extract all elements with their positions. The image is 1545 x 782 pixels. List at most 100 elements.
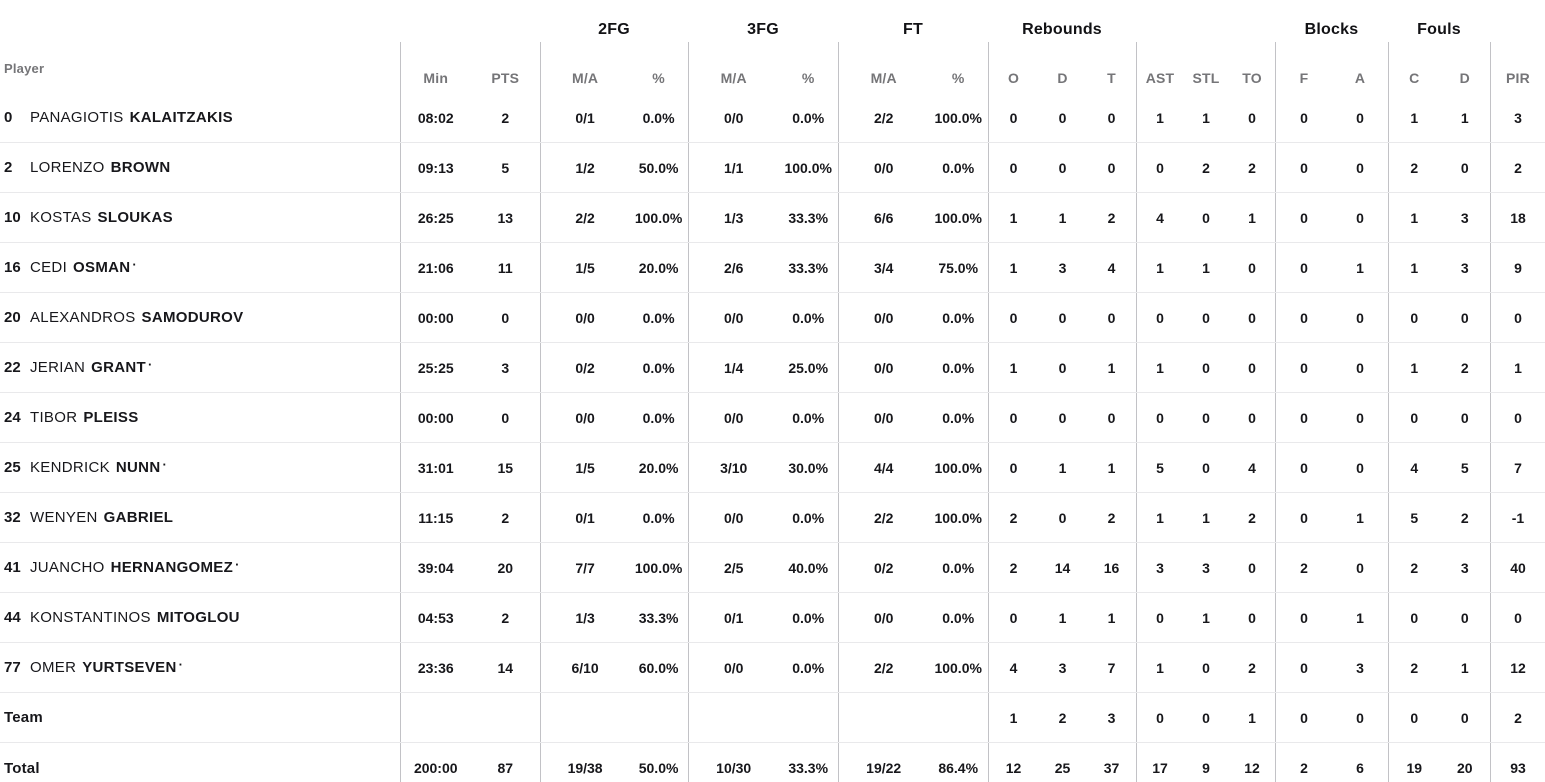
stat-ft-pct: 0.0% xyxy=(942,359,975,376)
player-first-name: KENDRICK xyxy=(30,459,110,476)
stat-ft-pct: 0.0% xyxy=(942,609,975,626)
stat-foul-c: 4 xyxy=(1410,459,1419,476)
stat-pir: 40 xyxy=(1510,559,1526,576)
player-first-name: PANAGIOTIS xyxy=(30,109,124,126)
player-cell: 22 JERIAN GRANT · xyxy=(0,343,400,392)
stat-2fg-ma: 0/0 xyxy=(575,309,595,326)
stat-ft-pct: 0.0% xyxy=(942,309,975,326)
stat-group-min-pts: 200:00 87 xyxy=(400,743,540,782)
stat-to: 0 xyxy=(1248,559,1256,576)
stat-stl: 0 xyxy=(1202,209,1210,226)
stat-reb-d: 0 xyxy=(1058,109,1067,126)
stat-ft-ma: 19/22 xyxy=(866,760,902,776)
stat-ast: 1 xyxy=(1156,359,1164,376)
stat-reb-d: 0 xyxy=(1058,509,1067,526)
stat-2fg-pct: 100.0% xyxy=(634,559,683,576)
header-group-ft: M/A% xyxy=(838,42,988,93)
stat-group-ft: 0/0 0.0% xyxy=(838,293,988,342)
player-cell: 0 PANAGIOTIS KALAITZAKIS xyxy=(0,93,400,142)
group-header-ft: FT xyxy=(903,21,923,38)
player-last-name: YURTSEVEN xyxy=(82,659,177,676)
stat-group-min-pts: 00:00 0 xyxy=(400,393,540,442)
player-number: 44 xyxy=(4,609,21,626)
stat-group-ft: 0/2 0.0% xyxy=(838,543,988,592)
stat-group-ft: 2/2 100.0% xyxy=(838,643,988,692)
stat-blk-f: 0 xyxy=(1300,109,1308,126)
stat-min: 23:36 xyxy=(417,659,454,676)
stat-ft-pct: 100.0% xyxy=(934,209,982,226)
stat-group-3fg: 2/6 33.3% xyxy=(688,243,838,292)
stat-group-2fg: 1/2 50.0% xyxy=(540,143,688,192)
stat-group-3fg: 0/1 0.0% xyxy=(688,593,838,642)
stat-to: 0 xyxy=(1248,359,1256,376)
stat-blk-a: 0 xyxy=(1356,109,1364,126)
player-number: 25 xyxy=(4,459,21,476)
stat-blk-a: 0 xyxy=(1356,409,1364,426)
stat-blk-f: 0 xyxy=(1300,709,1308,726)
col-header-2fg-ma: M/A xyxy=(571,70,599,86)
stat-group-2fg: 1/5 20.0% xyxy=(540,243,688,292)
stat-blk-a: 0 xyxy=(1356,159,1364,176)
stat-group-3fg: 1/1 100.0% xyxy=(688,143,838,192)
stat-group-rebounds: 0 0 0 xyxy=(988,293,1136,342)
player-last-name: HERNANGOMEZ xyxy=(110,559,234,576)
stat-foul-c: 2 xyxy=(1410,159,1419,176)
stat-group-2fg: 0/0 0.0% xyxy=(540,293,688,342)
stat-pts: 0 xyxy=(501,409,510,426)
stat-ft-pct: 0.0% xyxy=(942,159,975,176)
stat-group-fouls: 19 20 xyxy=(1388,743,1490,782)
stat-pir: 0 xyxy=(1514,309,1522,326)
player-number: 22 xyxy=(4,359,21,376)
stat-to: 0 xyxy=(1248,409,1256,426)
player-first-name: JUANCHO xyxy=(30,559,105,576)
stat-2fg-pct: 0.0% xyxy=(642,409,675,426)
stat-to: 0 xyxy=(1248,109,1256,126)
stat-group-min-pts xyxy=(400,693,540,742)
stat-group-3fg: 0/0 0.0% xyxy=(688,493,838,542)
stat-group-3fg: 0/0 0.0% xyxy=(688,293,838,342)
stat-foul-d: 1 xyxy=(1460,109,1469,126)
stat-to: 1 xyxy=(1248,709,1256,726)
stat-group-ast-stl-to: 5 0 4 xyxy=(1136,443,1275,492)
player-first-name: OMER xyxy=(30,659,77,676)
col-header-reb-o: O xyxy=(1007,70,1020,86)
stat-foul-c: 2 xyxy=(1410,559,1419,576)
starter-dot: · xyxy=(147,357,153,372)
stat-blk-f: 0 xyxy=(1300,609,1308,626)
stat-2fg-ma: 0/1 xyxy=(575,109,595,126)
stat-reb-t: 1 xyxy=(1107,359,1116,376)
table-row: 44 KONSTANTINOS MITOGLOU 04:53 2 1/3 33.3% 0/1 0… xyxy=(0,593,1545,643)
player-number: 77 xyxy=(4,659,21,676)
stat-3fg-pct: 0.0% xyxy=(792,309,825,326)
player-first-name: CEDI xyxy=(30,259,68,276)
stat-blk-a: 0 xyxy=(1356,359,1364,376)
stat-ast: 3 xyxy=(1156,559,1164,576)
stat-group-rebounds: 12 25 37 xyxy=(988,743,1136,782)
stat-reb-o: 1 xyxy=(1009,259,1018,276)
stat-reb-t: 16 xyxy=(1103,559,1120,576)
stat-3fg-pct: 0.0% xyxy=(792,109,825,126)
stat-group-2fg: 0/2 0.0% xyxy=(540,343,688,392)
stat-reb-o: 2 xyxy=(1009,509,1018,526)
col-header-player: Player xyxy=(4,61,45,76)
player-first-name: WENYEN xyxy=(30,509,98,526)
stat-ast: 1 xyxy=(1156,509,1164,526)
stat-blk-f: 0 xyxy=(1300,159,1308,176)
stat-pir: 9 xyxy=(1514,259,1522,276)
stat-3fg-pct: 0.0% xyxy=(792,409,825,426)
stat-reb-o: 0 xyxy=(1009,109,1018,126)
player-last-name: BROWN xyxy=(110,159,171,176)
stat-group-pir: 2 xyxy=(1490,693,1545,742)
stat-2fg-pct: 0.0% xyxy=(642,509,675,526)
stat-pts: 2 xyxy=(501,109,510,126)
stat-group-2fg: 6/10 60.0% xyxy=(540,643,688,692)
stat-foul-d: 0 xyxy=(1460,409,1469,426)
stat-group-ast-stl-to: 1 0 0 xyxy=(1136,343,1275,392)
